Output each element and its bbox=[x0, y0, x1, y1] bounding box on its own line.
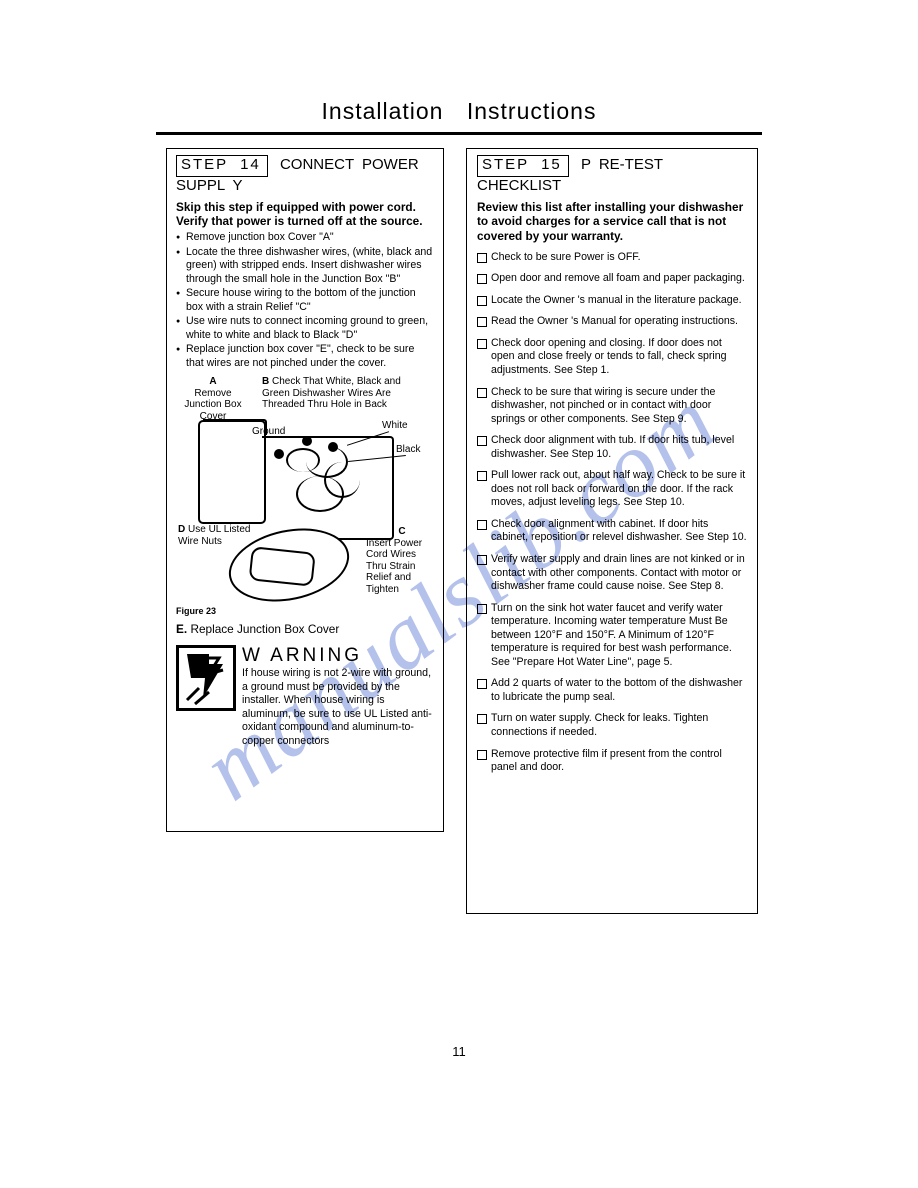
figure-caption: Figure 23 bbox=[176, 606, 216, 616]
bullet-item: Remove junction box Cover "A" bbox=[176, 231, 434, 245]
fig-text-b: Check That White, Black and Green Dishwa… bbox=[262, 376, 401, 410]
checklist-item: Check door alignment with cabinet. If do… bbox=[477, 518, 748, 545]
figure-label-black: Black bbox=[396, 444, 420, 456]
left-column: STEP 14 CONNECT POWER SUPPL Y Skip this … bbox=[166, 148, 444, 832]
warning-title: W ARNING bbox=[242, 645, 434, 667]
fig-letter-a: A bbox=[209, 376, 216, 387]
checklist-item: Verify water supply and drain lines are … bbox=[477, 553, 748, 594]
checklist-item: Turn on water supply. Check for leaks. T… bbox=[477, 712, 748, 739]
checklist-item: Add 2 quarts of water to the bottom of t… bbox=[477, 677, 748, 704]
checklist-item: Locate the Owner 's manual in the litera… bbox=[477, 294, 748, 308]
checklist-item: Check door opening and closing. If door … bbox=[477, 337, 748, 378]
checklist-item: Check door alignment with tub. If door h… bbox=[477, 434, 748, 461]
figure-label-b: B Check That White, Black and Green Dish… bbox=[262, 376, 418, 411]
fig-text-a: Remove Junction Box Cover bbox=[184, 388, 241, 422]
bullet-item: Secure house wiring to the bottom of the… bbox=[176, 287, 434, 314]
bullet-item: Replace junction box cover "E", check to… bbox=[176, 343, 434, 370]
checklist-item: Check to be sure Power is OFF. bbox=[477, 251, 748, 265]
bullet-item: Locate the three dishwasher wires, (whit… bbox=[176, 246, 434, 287]
warning-icon bbox=[176, 645, 236, 711]
checklist-item: Remove protective film if present from t… bbox=[477, 748, 748, 775]
step14-tag: STEP 14 bbox=[176, 155, 268, 177]
fig-text-d: Use UL Listed Wire Nuts bbox=[178, 524, 250, 547]
warning-block: W ARNING If house wiring is not 2-wire w… bbox=[176, 645, 434, 748]
fig-letter-d: D bbox=[178, 524, 185, 535]
title-bar: Installation Instructions bbox=[156, 98, 762, 135]
figure-label-c: C Insert Power Cord Wires Thru Strain Re… bbox=[366, 526, 438, 595]
right-column: STEP 15 P RE-TEST CHECKLIST Review this … bbox=[466, 148, 758, 914]
fig-text-c: Insert Power Cord Wires Thru Strain Reli… bbox=[366, 538, 422, 595]
page-title: Installation Instructions bbox=[322, 98, 597, 130]
figure-23-diagram: A Remove Junction Box Cover B Check That… bbox=[176, 376, 434, 616]
title-rule bbox=[156, 132, 762, 135]
page-number: 11 bbox=[0, 1044, 918, 1059]
figure-label-a: A Remove Junction Box Cover bbox=[178, 376, 248, 422]
checklist-item: Turn on the sink hot water faucet and ve… bbox=[477, 602, 748, 670]
replace-junction-line: E. Replace Junction Box Cover bbox=[176, 622, 434, 637]
checklist-intro: Review this list after installing your d… bbox=[477, 200, 748, 244]
bullet-item: Use wire nuts to connect incoming ground… bbox=[176, 315, 434, 342]
checklist-item: Pull lower rack out, about half way. Che… bbox=[477, 469, 748, 510]
replace-text: Replace Junction Box Cover bbox=[190, 622, 339, 636]
step14-header: STEP 14 CONNECT POWER SUPPL Y bbox=[176, 155, 434, 196]
step14-bullets: Remove junction box Cover "A" Locate the… bbox=[176, 231, 434, 370]
figure-label-white: White bbox=[382, 420, 408, 432]
figure-label-ground: Ground bbox=[252, 426, 285, 438]
checklist-item: Check to be sure that wiring is secure u… bbox=[477, 386, 748, 427]
fig-letter-c: C bbox=[366, 526, 438, 538]
step15-header: STEP 15 P RE-TEST CHECKLIST bbox=[477, 155, 748, 196]
skip-line: Skip this step if equipped with power co… bbox=[176, 200, 434, 215]
verify-line: Verify that power is turned off at the s… bbox=[176, 214, 434, 229]
fig-letter-b: B bbox=[262, 376, 269, 387]
checklist: Check to be sure Power is OFF. Open door… bbox=[477, 251, 748, 775]
warning-text-block: W ARNING If house wiring is not 2-wire w… bbox=[242, 645, 434, 748]
replace-letter: E. bbox=[176, 622, 187, 636]
step15-tag: STEP 15 bbox=[477, 155, 569, 177]
checklist-item: Open door and remove all foam and paper … bbox=[477, 272, 748, 286]
page: manualslib.com Installation Instructions… bbox=[0, 0, 918, 1188]
warning-body: If house wiring is not 2-wire with groun… bbox=[242, 667, 434, 748]
figure-label-d: D Use UL Listed Wire Nuts bbox=[178, 524, 252, 547]
checklist-item: Read the Owner 's Manual for operating i… bbox=[477, 315, 748, 329]
